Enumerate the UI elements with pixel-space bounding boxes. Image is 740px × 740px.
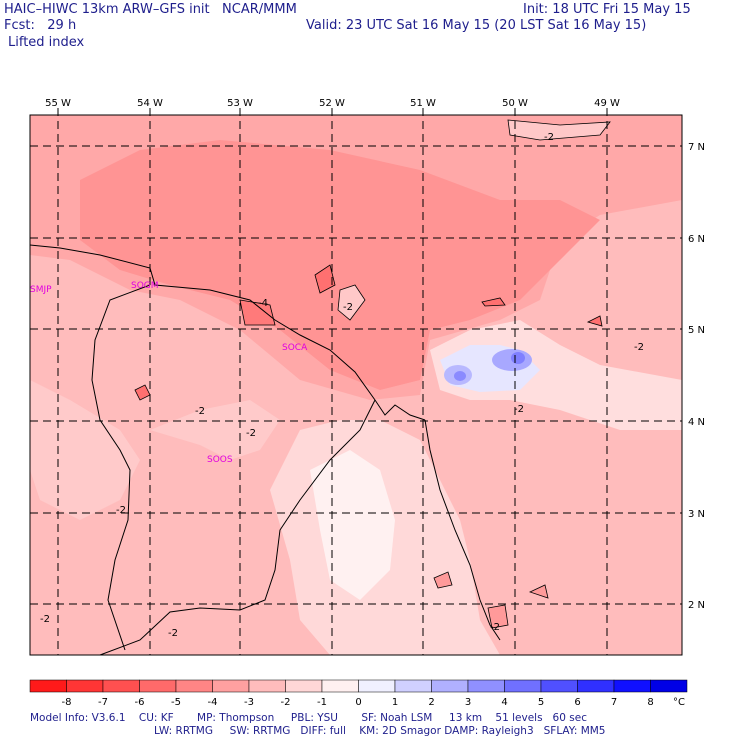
colorbar-swatch: [358, 679, 396, 693]
border-suriname-guyana: [91, 284, 151, 651]
lifted-index-map: 55 W 54 W 53 W 52 W 51 W 50 W 49 W 7 N 6…: [29, 98, 705, 656]
colorbar-tick-label: 1: [392, 697, 398, 708]
colorbar-tick-label: -5: [171, 697, 181, 708]
colorbar-swatch: [431, 679, 469, 693]
map-frame: [29, 114, 683, 656]
contour-label: -2: [168, 628, 178, 639]
colorbar-tick-label: 5: [538, 697, 544, 708]
colorbar-swatch: [248, 679, 286, 693]
model-info-line1: Model Info: V3.6.1 CU: KF MP: Thompson P…: [30, 712, 587, 724]
init-time: Init: 18 UTC Fri 15 May 15: [523, 2, 691, 17]
lon-label-52w: 52 W: [319, 98, 345, 109]
lat-label-7n: 7 N: [688, 142, 705, 153]
contour-label: -2: [490, 622, 500, 633]
colorbar-swatch: [212, 679, 250, 693]
lon-label-55w: 55 W: [45, 98, 71, 109]
graticule: [30, 108, 682, 655]
lat-label-6n: 6 N: [688, 234, 705, 245]
colorbar-tick-label: 4: [501, 697, 507, 708]
lon-label-50w: 50 W: [502, 98, 528, 109]
colorbar-swatch: [540, 679, 578, 693]
lat-label-2n: 2 N: [688, 600, 705, 611]
colorbar-swatch: [613, 679, 651, 693]
colorbar-unit: °C: [673, 697, 685, 708]
lon-label-53w: 53 W: [227, 98, 253, 109]
coastline: [29, 244, 426, 421]
colorbar-swatch: [467, 679, 505, 693]
patch-6: [487, 604, 509, 629]
contour-label: -2: [246, 428, 256, 439]
border-suriname-south: [99, 399, 376, 656]
model-title: HAIC–HIWC 13km ARW–GFS init NCAR/MMM: [4, 2, 297, 17]
station-smjp: SMJP: [30, 285, 52, 295]
colorbar-swatch: [175, 679, 213, 693]
contour-label: -2: [40, 614, 50, 625]
lon-label-54w: 54 W: [137, 98, 163, 109]
colorbar-swatch: [66, 679, 104, 693]
lat-label-5n: 5 N: [688, 325, 705, 336]
region-center-light: [150, 400, 280, 460]
patch-4: [586, 315, 603, 327]
contour-label: -2: [544, 132, 554, 143]
colorbar-tick-label: -8: [62, 697, 72, 708]
colorbar-ticks: -8 -7 -6 -5 -4 -3 -2 -1 0 1 2 3 4 5 6 7 8: [62, 697, 654, 708]
contour-island: [337, 284, 366, 321]
lat-label-3n: 3 N: [688, 509, 705, 520]
contour-north: [507, 119, 611, 141]
model-info-line2: LW: RRTMG SW: RRTMG DIFF: full KM: 2D Sm…: [154, 725, 606, 737]
lon-label-49w: 49 W: [594, 98, 620, 109]
colorbar-swatch: [650, 679, 688, 693]
region-li-plus4: [454, 371, 466, 381]
field-name: Lifted index: [8, 35, 85, 50]
colorbar-tick-label: -4: [208, 697, 218, 708]
colorbar-tick-label: -1: [317, 697, 327, 708]
contour-label: -2: [195, 406, 205, 417]
colorbar-tick-label: 0: [355, 697, 361, 708]
patch-3: [481, 297, 506, 307]
contour-label: -4: [258, 298, 268, 309]
colorbar-tick-label: 2: [428, 697, 434, 708]
lon-label-51w: 51 W: [410, 98, 436, 109]
colorbar-swatch: [139, 679, 177, 693]
colorbar-tick-label: 7: [611, 697, 617, 708]
region-li-plus4b: [511, 352, 525, 364]
colorbar-tick-label: -3: [244, 697, 254, 708]
region-li-minus5: [239, 299, 276, 326]
border-east: [424, 419, 501, 641]
patch-2: [314, 264, 336, 294]
colorbar-tick-label: 8: [647, 697, 653, 708]
colorbar-tick-label: 3: [465, 697, 471, 708]
forecast-hour: Fcst: 29 h: [4, 18, 77, 33]
region-li-minus4: [80, 140, 600, 390]
colorbar-swatch: [29, 679, 67, 693]
colorbar-tick-label: -2: [281, 697, 291, 708]
region-li-zero: [310, 450, 395, 600]
station-soos: SOOS: [207, 455, 233, 465]
patch-7: [528, 584, 549, 599]
colorbar-tick-label: 6: [574, 697, 580, 708]
contour-label: -2: [116, 505, 126, 516]
station-sogm: SOGM: [131, 281, 159, 291]
colorbar-swatch: [321, 679, 359, 693]
colorbar-swatch: [285, 679, 323, 693]
colorbar-swatch: [504, 679, 542, 693]
contour-label: -2: [343, 302, 353, 313]
contour-label: -2: [514, 404, 524, 415]
colorbar-tick-label: -7: [98, 697, 108, 708]
station-soca: SOCA: [282, 343, 308, 353]
colorbar-swatch: [394, 679, 432, 693]
lat-label-4n: 4 N: [688, 417, 705, 428]
patch-5: [433, 571, 453, 589]
contour-label: -2: [634, 342, 644, 353]
colorbar-swatches: [29, 679, 688, 693]
colorbar-swatch: [577, 679, 615, 693]
colorbar-tick-label: -6: [135, 697, 145, 708]
colorbar: -8 -7 -6 -5 -4 -3 -2 -1 0 1 2 3 4 5 6 7 8 °C: [29, 679, 688, 708]
colorbar-swatch: [102, 679, 140, 693]
valid-time: Valid: 23 UTC Sat 16 May 15 (20 LST Sat …: [306, 18, 647, 33]
